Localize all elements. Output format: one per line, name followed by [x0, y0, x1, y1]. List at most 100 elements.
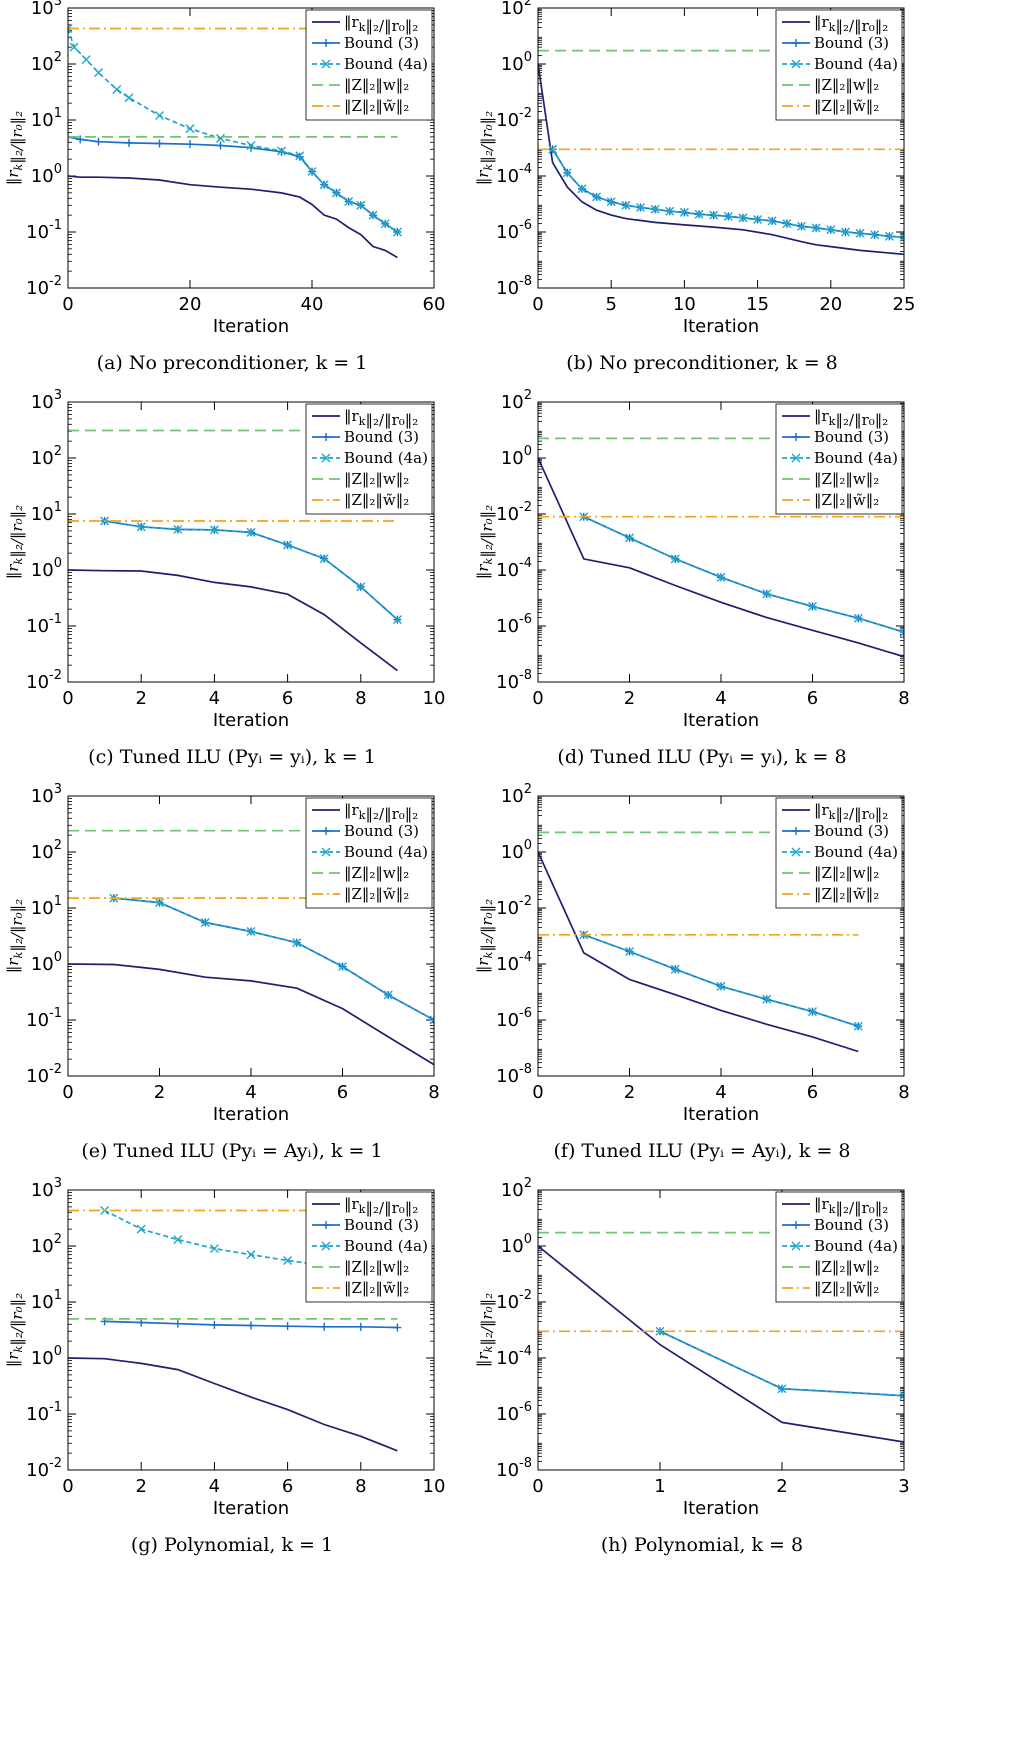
legend-label: ‖rk‖₂/‖r₀‖₂: [344, 801, 418, 823]
x-tick-label: 2: [135, 1476, 146, 1497]
y-tick-label: 10-2: [26, 274, 62, 299]
bound4a-marker: [124, 93, 134, 103]
bound4a-marker: [870, 230, 880, 240]
y-tick-label: 103: [31, 1176, 62, 1201]
y-axis-label: ‖rk‖₂/‖r₀‖₂: [4, 1293, 26, 1367]
x-tick-label: 10: [423, 688, 446, 709]
caption-letter: (f): [553, 1140, 582, 1162]
caption-letter: (d): [557, 746, 591, 768]
bound4a-marker: [592, 192, 602, 202]
bound3-marker: [393, 1323, 402, 1332]
x-tick-label: 6: [282, 688, 293, 709]
bound3-series: [551, 148, 904, 239]
bound4a-series: [113, 897, 434, 1021]
legend-label: ‖rk‖₂/‖r₀‖₂: [814, 801, 888, 823]
panel-a: 10-2 10-1 100 101 102 103 0 20 40 60 Iteration ‖rk‖…: [0, 0, 464, 380]
y-tick-label: 102: [31, 444, 62, 469]
legend-marker: [321, 847, 331, 857]
legend-label: ‖Z‖₂‖w‖₂: [344, 1258, 409, 1276]
y-tick-label: 101: [31, 106, 62, 131]
legend-marker: [322, 433, 330, 441]
bound4a-marker: [319, 554, 329, 564]
y-tick-label: 100: [31, 950, 62, 975]
plot-frame: [67, 1189, 435, 1471]
x-tick-label: 40: [301, 294, 324, 315]
residual-series: [68, 1357, 398, 1452]
caption-text: No preconditioner, k = 1: [128, 352, 368, 374]
y-tick-label: 10-6: [496, 218, 532, 243]
y-axis-label: ‖rk‖₂/‖r₀‖₂: [4, 899, 26, 973]
x-tick-label: 0: [532, 1476, 543, 1497]
legend-marker: [322, 39, 330, 47]
residual-series: [538, 457, 904, 658]
legend-label: Bound (4a): [814, 843, 898, 861]
caption-text: Polynomial, k = 8: [633, 1534, 804, 1556]
bound4a-marker: [884, 231, 894, 241]
legend-label: ‖Z‖₂‖w‖₂: [814, 470, 879, 488]
caption-letter: (h): [600, 1534, 634, 1556]
legend-marker: [321, 453, 331, 463]
x-tick-label: 8: [898, 1082, 909, 1103]
bound3-series: [583, 934, 859, 1028]
x-tick-label: 0: [532, 294, 543, 315]
caption-a: (a) No preconditioner, k = 1: [0, 352, 464, 374]
y-tick-label: 103: [31, 388, 62, 413]
y-axis-label: ‖rk‖₂/‖r₀‖₂: [474, 1293, 496, 1367]
y-tick-label: 100: [31, 162, 62, 187]
y-tick-label: 102: [501, 782, 532, 807]
legend-label: ‖rk‖₂/‖r₀‖₂: [814, 13, 888, 35]
residual-series: [538, 1245, 904, 1443]
panel-b: 10-8 10-6 10-4 10-2 100 102 0 5 10 15 20 25 Iteratio…: [470, 0, 934, 380]
y-axis-label: ‖rk‖₂/‖r₀‖₂: [4, 111, 26, 185]
bound4a-marker: [625, 946, 634, 956]
x-tick-label: 0: [62, 688, 73, 709]
x-tick-label: 0: [62, 1476, 73, 1497]
y-tick-label: 10-2: [26, 1456, 62, 1481]
series-group: [538, 49, 904, 256]
bound4a-marker: [295, 151, 305, 161]
x-axis-label: Iteration: [683, 1498, 759, 1519]
caption-e: (e) Tuned ILU (Pyᵢ = Ayᵢ), k = 1: [0, 1140, 464, 1162]
legend-label: Bound (4a): [344, 55, 428, 73]
residual-series: [68, 963, 434, 1066]
plot-frame: [67, 401, 435, 683]
y-axis-label: ‖rk‖₂/‖r₀‖₂: [474, 111, 496, 185]
residual-series: [538, 63, 904, 256]
legend-label: Bound (3): [814, 428, 889, 446]
bound4a-marker: [283, 1256, 293, 1266]
legend-label: ‖Z‖₂‖w̃‖₂: [344, 885, 409, 903]
bound4a-series: [551, 148, 904, 239]
series-group: [68, 24, 402, 259]
bound3-marker: [76, 135, 85, 144]
legend-label: ‖rk‖₂/‖r₀‖₂: [344, 1195, 418, 1217]
bound4a-series: [583, 515, 904, 634]
y-tick-label: 10-4: [496, 1344, 532, 1369]
bound3-marker: [210, 1320, 219, 1329]
x-tick-label: 2: [135, 688, 146, 709]
bound4a-marker: [670, 964, 680, 974]
x-tick-label: 2: [624, 1082, 635, 1103]
series-group: [68, 829, 434, 1066]
x-tick-label: 2: [776, 1476, 787, 1497]
y-tick-label: 103: [31, 782, 62, 807]
bound4a-marker: [808, 601, 817, 611]
bound4a-marker: [344, 197, 354, 207]
y-tick-label: 10-1: [26, 612, 62, 637]
series-group: [538, 437, 904, 658]
legend-label: ‖rk‖₂/‖r₀‖₂: [344, 13, 418, 35]
x-axis-label: Iteration: [683, 316, 759, 337]
legend-marker: [792, 39, 800, 47]
legend-label: Bound (3): [814, 34, 889, 52]
bound4a-marker: [429, 1015, 434, 1025]
bound3-marker: [173, 1319, 182, 1328]
x-tick-label: 15: [746, 294, 769, 315]
legend-label: ‖Z‖₂‖w‖₂: [814, 76, 879, 94]
bound3-marker: [283, 1322, 292, 1331]
legend-label: ‖Z‖₂‖w‖₂: [814, 864, 879, 882]
bound4a-marker: [136, 1224, 146, 1234]
